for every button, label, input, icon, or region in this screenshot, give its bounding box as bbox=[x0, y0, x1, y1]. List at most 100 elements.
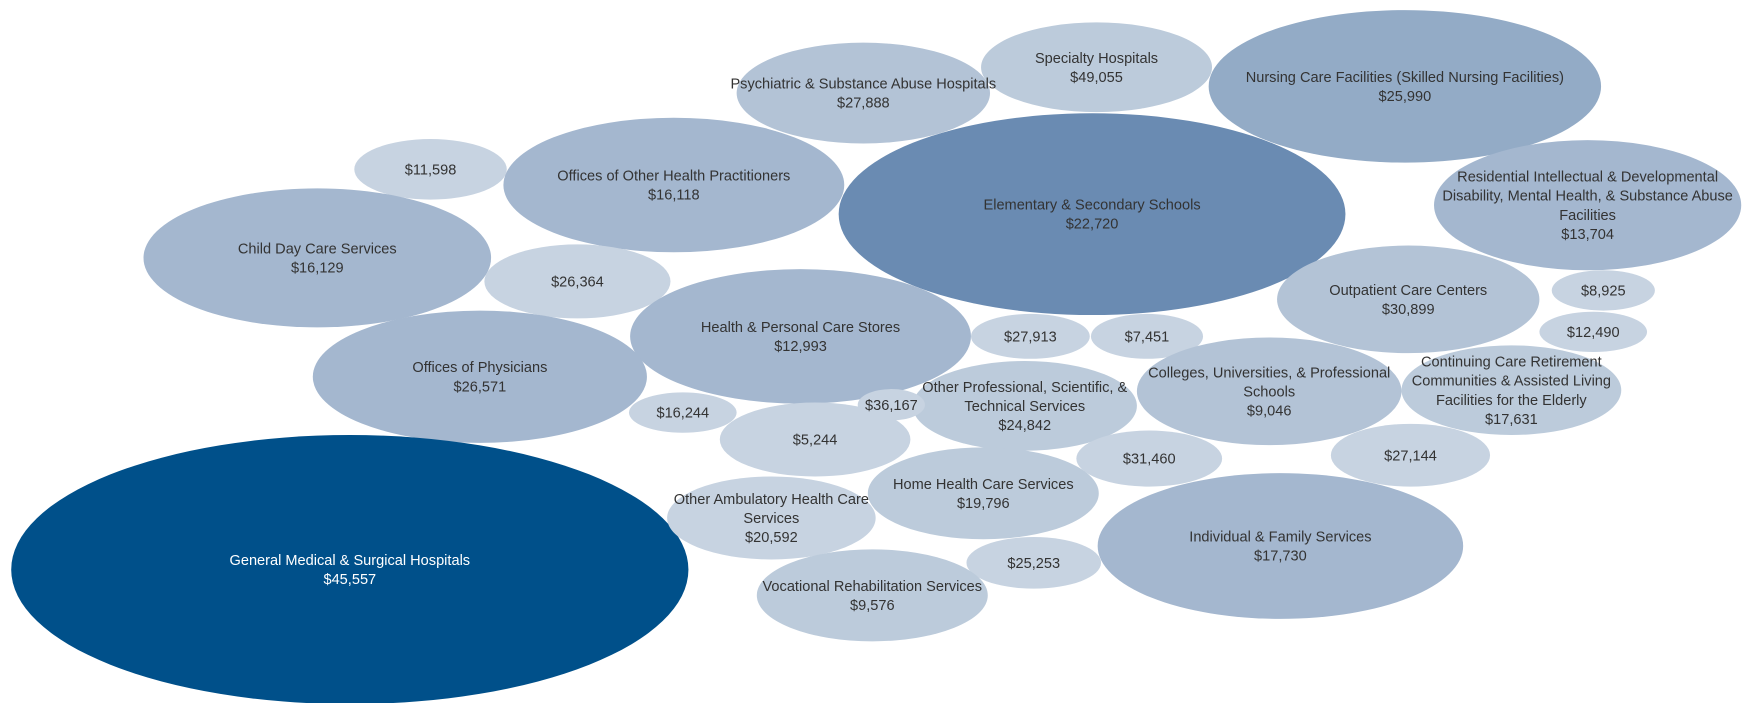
category-name: Offices of Physicians bbox=[412, 358, 548, 376]
value-label: $16,129 bbox=[290, 258, 344, 276]
category-name: Health & Personal Care Stores bbox=[700, 318, 901, 336]
bubble-label: Other Professional, Scientific, & Techni… bbox=[907, 377, 1142, 434]
value-label: $13,704 bbox=[1561, 225, 1614, 243]
category-name: Outpatient Care Centers bbox=[1329, 281, 1488, 299]
bubble-label: $11,598 bbox=[343, 160, 518, 179]
bubble-label: Offices of Physicians $26,571 bbox=[302, 358, 659, 396]
bubble-label: Child Day Care Services $16,129 bbox=[132, 239, 502, 277]
category-name: General Medical & Surgical Hospitals bbox=[229, 551, 471, 569]
bubble bbox=[1277, 245, 1540, 354]
value-label: $17,730 bbox=[1254, 547, 1307, 564]
value-label: $45,557 bbox=[323, 570, 377, 588]
category-name: Other Ambulatory Health Care Services bbox=[673, 490, 870, 527]
bubble-label: Health & Personal Care Stores $12,993 bbox=[619, 317, 982, 355]
bubble-label: General Medical & Surgical Hospitals $45,… bbox=[0, 551, 700, 589]
category-name: Home Health Care Services bbox=[892, 475, 1074, 493]
value-label: $27,144 bbox=[1384, 446, 1437, 464]
category-name: Specialty Hospitals bbox=[1034, 49, 1159, 67]
bubble bbox=[484, 244, 671, 319]
bubble bbox=[981, 22, 1213, 113]
bubble bbox=[1330, 423, 1491, 487]
value-label: $30,899 bbox=[1381, 300, 1435, 318]
value-label: $5,244 bbox=[792, 431, 838, 448]
bubble bbox=[667, 476, 876, 560]
bubble-label: $16,244 bbox=[618, 403, 748, 422]
category-name: Psychiatric & Substance Abuse Hospitals bbox=[730, 75, 997, 92]
bubble-label: Specialty Hospitals $49,055 bbox=[970, 48, 1223, 86]
category-name: Offices of Other Health Practitioners bbox=[557, 167, 791, 184]
bubble-label: $27,144 bbox=[1320, 446, 1502, 465]
bubble-label: $5,244 bbox=[709, 430, 922, 449]
bubble-label: $31,460 bbox=[1065, 449, 1233, 468]
bubble bbox=[1401, 345, 1622, 436]
bubble bbox=[1434, 140, 1742, 271]
bubble bbox=[736, 42, 991, 144]
value-label: $27,913 bbox=[1004, 327, 1057, 345]
bubble-label: Colleges, Universities, & Professional S… bbox=[1129, 363, 1409, 420]
bubble-label: Elementary & Secondary Schools $22,720 bbox=[827, 195, 1356, 233]
bubble bbox=[1551, 270, 1655, 311]
bubble bbox=[11, 435, 689, 703]
bubble-label: $27,913 bbox=[960, 327, 1101, 346]
bubble-label: $26,364 bbox=[473, 272, 682, 291]
bubble bbox=[838, 113, 1346, 316]
value-label: $7,451 bbox=[1124, 327, 1170, 345]
value-label: $25,253 bbox=[1007, 554, 1061, 572]
value-label: $19,796 bbox=[956, 494, 1010, 512]
bubble bbox=[1076, 430, 1223, 487]
bubble bbox=[756, 549, 988, 642]
bubble bbox=[354, 139, 507, 200]
bubble bbox=[1097, 473, 1464, 619]
value-label: $17,631 bbox=[1485, 410, 1538, 428]
bubble bbox=[970, 313, 1090, 359]
bubble-label: $36,167 bbox=[830, 395, 953, 414]
bubble bbox=[966, 537, 1102, 589]
category-name: Individual & Family Services bbox=[1189, 528, 1372, 545]
value-label: $12,993 bbox=[774, 337, 827, 355]
bubble-label: Continuing Care Retirement Communities &… bbox=[1399, 352, 1623, 428]
bubble bbox=[1539, 311, 1648, 353]
bubble-label: $7,451 bbox=[1080, 327, 1215, 346]
bubble bbox=[312, 310, 647, 443]
bubble-label: Outpatient Care Centers $30,899 bbox=[1266, 280, 1551, 318]
value-label: $31,460 bbox=[1122, 450, 1176, 467]
value-label: $49,055 bbox=[1070, 68, 1123, 86]
bubble-label: Individual & Family Services $17,730 bbox=[1086, 527, 1474, 565]
value-label: $8,925 bbox=[1581, 281, 1626, 299]
category-name: Vocational Rehabilitation Services bbox=[762, 577, 983, 595]
value-label: $9,576 bbox=[849, 596, 895, 614]
value-label: $27,888 bbox=[836, 94, 890, 111]
bubble-label: $8,925 bbox=[1541, 281, 1667, 300]
bubble-label: Vocational Rehabilitation Services $9,576 bbox=[746, 576, 999, 614]
bubble bbox=[1136, 337, 1402, 446]
bubble-label: Residential Intellectual & Developmental… bbox=[1431, 167, 1745, 243]
bubble bbox=[912, 361, 1137, 451]
bubble-label: Psychiatric & Substance Abuse Hospitals $… bbox=[725, 74, 1001, 112]
category-name: Child Day Care Services bbox=[237, 239, 397, 257]
bubble bbox=[630, 269, 971, 404]
category-name: Colleges, Universities, & Professional S… bbox=[1148, 363, 1391, 400]
value-label: $22,720 bbox=[1065, 215, 1119, 233]
value-label: $24,842 bbox=[998, 416, 1052, 434]
bubble bbox=[628, 392, 737, 433]
bubble-label: Nursing Care Facilities (Skilled Nursing… bbox=[1197, 67, 1612, 105]
bubble bbox=[143, 188, 492, 328]
value-label: $26,364 bbox=[551, 273, 604, 290]
bubble bbox=[1208, 10, 1602, 163]
bubble-label: $25,253 bbox=[955, 553, 1112, 572]
bubble-label: $12,490 bbox=[1528, 322, 1658, 341]
bubble-label: Other Ambulatory Health Care Services $20… bbox=[670, 489, 872, 546]
bubble bbox=[1090, 313, 1204, 359]
value-label: $16,118 bbox=[648, 186, 700, 203]
bubble-label: Offices of Other Health Practitioners $16… bbox=[492, 166, 855, 204]
category-name: Nursing Care Facilities (Skilled Nursing… bbox=[1245, 68, 1565, 86]
value-label: $11,598 bbox=[404, 160, 457, 178]
bubble-label: Home Health Care Services $19,796 bbox=[857, 474, 1110, 512]
value-label: $20,592 bbox=[745, 528, 798, 546]
value-label: $16,244 bbox=[656, 404, 710, 422]
bubble bbox=[503, 117, 845, 253]
value-label: $26,571 bbox=[453, 377, 507, 395]
category-name: Other Professional, Scientific, & Techni… bbox=[922, 378, 1128, 415]
